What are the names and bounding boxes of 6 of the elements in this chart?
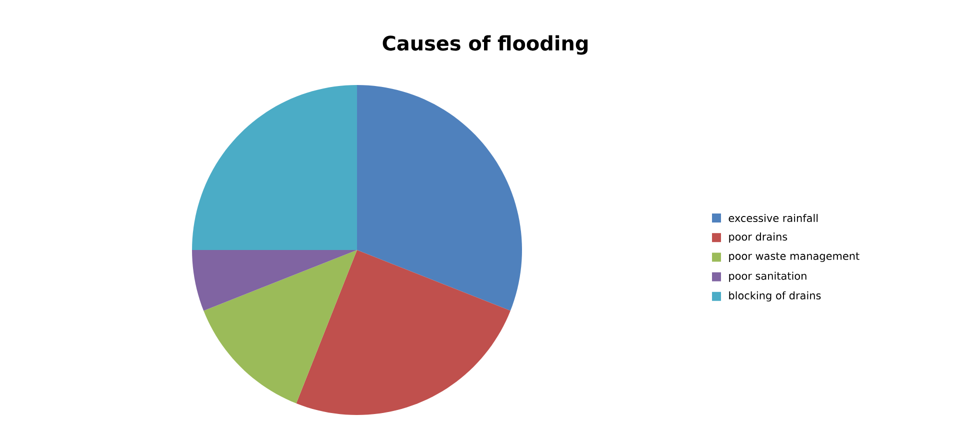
legend-label: poor sanitation [729,272,806,282]
chart-title: Causes of flooding [382,35,588,55]
legend-label: poor drains [729,232,788,243]
legend-label: excessive rainfall [728,214,818,222]
legend-label: blocking of drains [729,291,821,302]
legend-label: poor waste management [729,252,860,262]
